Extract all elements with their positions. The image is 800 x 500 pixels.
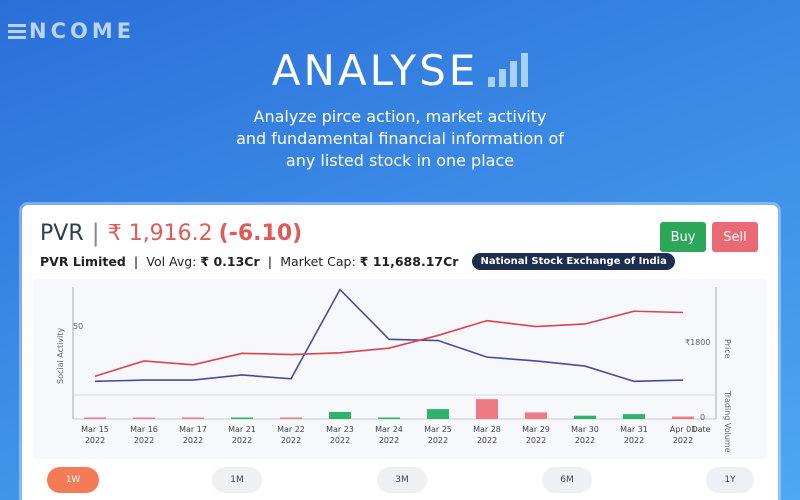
company-name: PVR Limited	[40, 254, 126, 269]
x-tick-label: Mar 17	[179, 425, 207, 434]
exchange-badge: National Stock Exchange of India	[472, 253, 675, 270]
x-tick-label-year: 2022	[330, 436, 350, 445]
volume-bar	[329, 411, 351, 419]
bar-chart-icon	[488, 51, 529, 87]
social-tick-label: 50	[73, 322, 83, 331]
x-tick-label-year: 2022	[624, 436, 644, 445]
x-tick-label-year: 2022	[232, 436, 252, 445]
x-tick-label-year: 2022	[379, 436, 399, 445]
stock-chart: Social Activity 50 Price ₹1800 Trading Volum…	[56, 287, 732, 453]
price-change: (-6.10)	[218, 220, 303, 246]
x-tick-label: Mar 31	[620, 425, 648, 434]
price-tick-label: ₹1800	[685, 338, 710, 347]
x-tick-label: Apr 01	[670, 425, 697, 434]
volume-bar	[427, 409, 449, 419]
volume-bar	[476, 399, 498, 419]
brand-name: NCOME	[29, 19, 136, 43]
price-line	[94, 310, 684, 378]
x-tick-label: Mar 16	[130, 425, 158, 434]
vol-avg: Vol Avg: ₹ 0.13Cr	[146, 254, 259, 269]
hero-subtitle: Analyze pirce action, market activity an…	[0, 106, 800, 172]
x-tick-label: Mar 29	[522, 425, 550, 434]
x-tick-label: Mar 24	[375, 425, 403, 434]
ticker-header: PVR | ₹ 1,916.2 (-6.10)	[40, 219, 302, 247]
volume-bar	[378, 417, 400, 419]
volume-bar	[133, 417, 155, 419]
hero-title-text: ANALYSE	[271, 46, 479, 95]
stock-price: ₹ 1,916.2	[107, 220, 213, 246]
sell-button[interactable]: Sell	[712, 222, 758, 252]
x-tick-label: Mar 28	[473, 425, 501, 434]
subtitle-line: and fundamental financial information of	[236, 129, 564, 148]
y-axis-label-price: Price	[723, 339, 732, 359]
x-tick-label-year: 2022	[134, 436, 154, 445]
market-cap-value: ₹ 11,688.17Cr	[359, 254, 459, 269]
x-tick-label-year: 2022	[281, 436, 301, 445]
x-tick-label-year: 2022	[526, 436, 546, 445]
range-selector: 1W 1M 3M 6M 1Y	[22, 467, 778, 497]
x-tick-label-year: 2022	[673, 436, 693, 445]
social-activity-line	[94, 288, 684, 383]
chart-area: Social Activity 50 Price ₹1800 Trading Volum…	[33, 279, 767, 459]
range-1m[interactable]: 1M	[212, 467, 262, 493]
market-cap-label: Market Cap:	[280, 254, 356, 269]
divider: |	[133, 254, 139, 269]
x-tick-label: Mar 21	[228, 425, 256, 434]
market-cap: Market Cap: ₹ 11,688.17Cr	[280, 254, 458, 269]
volume-bar	[623, 414, 645, 419]
ticker-symbol: PVR	[40, 220, 84, 246]
x-tick-label-year: 2022	[85, 436, 105, 445]
volume-bar	[84, 417, 106, 419]
divider: |	[91, 219, 100, 247]
x-tick-label: Mar 30	[571, 425, 599, 434]
divider: |	[267, 254, 273, 269]
x-axis-label: Date	[691, 425, 710, 434]
x-tick-label: Mar 23	[326, 425, 354, 434]
x-tick-label-year: 2022	[428, 436, 448, 445]
brand-logo: NCOME	[8, 19, 135, 43]
subtitle-line: any listed stock in one place	[285, 151, 515, 170]
x-tick-label-year: 2022	[575, 436, 595, 445]
volume-bar	[672, 416, 694, 419]
range-1y[interactable]: 1Y	[706, 467, 754, 493]
range-6m[interactable]: 6M	[542, 467, 592, 493]
subtitle-line: Analyze pirce action, market activity	[253, 107, 547, 126]
x-tick-label: Mar 22	[277, 425, 305, 434]
x-tick-label: Mar 25	[424, 425, 452, 434]
stock-meta: PVR Limited | Vol Avg: ₹ 0.13Cr | Market…	[40, 253, 675, 270]
x-tick-label-year: 2022	[477, 436, 497, 445]
buy-button[interactable]: Buy	[660, 222, 706, 252]
range-1w[interactable]: 1W	[47, 467, 99, 493]
stock-card: PVR | ₹ 1,916.2 (-6.10) PVR Limited | Vo…	[22, 205, 778, 500]
volume-bar	[231, 417, 253, 419]
x-tick-label-year: 2022	[183, 436, 203, 445]
y-axis-label-volume: Trading Volume	[723, 390, 732, 453]
range-3m[interactable]: 3M	[377, 467, 427, 493]
hero-title: ANALYSE	[0, 46, 800, 95]
vol-avg-value: ₹ 0.13Cr	[200, 254, 260, 269]
volume-tick-label: 0	[700, 413, 705, 422]
volume-bar	[525, 412, 547, 419]
menu-icon[interactable]	[8, 23, 26, 39]
volume-bar	[574, 415, 596, 419]
y-axis-label-social: Social Activity	[56, 328, 65, 384]
volume-bar	[182, 417, 204, 419]
vol-avg-label: Vol Avg:	[146, 254, 197, 269]
x-tick-label: Mar 15	[81, 425, 109, 434]
volume-bar	[280, 417, 302, 419]
